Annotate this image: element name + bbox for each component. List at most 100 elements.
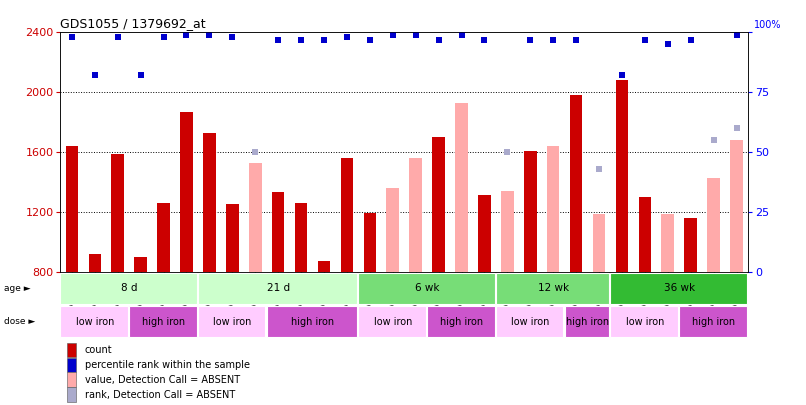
Bar bbox=[68, 387, 77, 402]
Bar bbox=[679, 306, 746, 337]
Point bbox=[295, 36, 308, 43]
Point bbox=[272, 36, 285, 43]
Point bbox=[157, 34, 170, 40]
Point bbox=[501, 149, 513, 155]
Bar bbox=[524, 151, 537, 272]
Text: 8 d: 8 d bbox=[121, 284, 138, 293]
Bar bbox=[60, 306, 128, 337]
Bar bbox=[432, 137, 445, 272]
Text: low iron: low iron bbox=[76, 317, 114, 326]
Point bbox=[524, 36, 537, 43]
Point bbox=[249, 149, 262, 155]
Text: high iron: high iron bbox=[440, 317, 483, 326]
Point bbox=[89, 72, 102, 79]
Point bbox=[364, 36, 376, 43]
Bar bbox=[157, 203, 170, 272]
Text: rank, Detection Call = ABSENT: rank, Detection Call = ABSENT bbox=[85, 390, 235, 400]
Bar bbox=[198, 306, 265, 337]
Bar bbox=[364, 213, 376, 272]
Point bbox=[570, 36, 583, 43]
Bar bbox=[455, 103, 467, 272]
Bar bbox=[89, 254, 101, 272]
Point bbox=[616, 72, 629, 79]
Bar bbox=[65, 146, 78, 272]
Bar bbox=[60, 273, 197, 304]
Bar bbox=[730, 140, 743, 272]
Text: high iron: high iron bbox=[142, 317, 185, 326]
Bar bbox=[546, 146, 559, 272]
Point bbox=[65, 34, 78, 40]
Point bbox=[226, 34, 239, 40]
Text: count: count bbox=[85, 345, 112, 355]
Point bbox=[684, 36, 697, 43]
Text: high iron: high iron bbox=[566, 317, 609, 326]
Point bbox=[203, 32, 216, 38]
Point bbox=[386, 32, 399, 38]
Bar bbox=[68, 358, 77, 372]
Text: dose ►: dose ► bbox=[4, 317, 35, 326]
Bar bbox=[226, 205, 239, 272]
Point bbox=[730, 32, 743, 38]
Point bbox=[707, 137, 720, 143]
Text: 100%: 100% bbox=[754, 19, 781, 30]
Bar bbox=[341, 158, 353, 272]
Point bbox=[730, 125, 743, 131]
Text: 21 d: 21 d bbox=[267, 284, 289, 293]
Bar bbox=[592, 214, 605, 272]
Text: high iron: high iron bbox=[291, 317, 334, 326]
Text: high iron: high iron bbox=[692, 317, 735, 326]
Bar bbox=[68, 373, 77, 387]
Point bbox=[180, 32, 193, 38]
Bar bbox=[318, 261, 330, 272]
Text: 12 wk: 12 wk bbox=[538, 284, 569, 293]
Point bbox=[432, 36, 445, 43]
Bar bbox=[610, 273, 746, 304]
Bar bbox=[610, 306, 678, 337]
Bar bbox=[267, 306, 357, 337]
Text: low iron: low iron bbox=[511, 317, 550, 326]
Point bbox=[340, 34, 353, 40]
Bar bbox=[708, 177, 720, 272]
Bar bbox=[181, 112, 193, 272]
Point bbox=[638, 36, 651, 43]
Point bbox=[592, 166, 605, 172]
Point bbox=[111, 34, 124, 40]
Bar bbox=[501, 191, 513, 272]
Bar bbox=[68, 343, 77, 358]
Bar bbox=[565, 306, 609, 337]
Bar bbox=[198, 273, 357, 304]
Bar bbox=[135, 257, 147, 272]
Point bbox=[546, 36, 559, 43]
Bar bbox=[386, 188, 399, 272]
Text: GDS1055 / 1379692_at: GDS1055 / 1379692_at bbox=[60, 17, 206, 30]
Bar bbox=[272, 192, 285, 272]
Text: age ►: age ► bbox=[4, 284, 31, 293]
Point bbox=[318, 36, 330, 43]
Bar bbox=[684, 218, 697, 272]
Point bbox=[661, 41, 674, 48]
Bar bbox=[638, 197, 651, 272]
Bar bbox=[409, 158, 422, 272]
Point bbox=[409, 32, 422, 38]
Text: value, Detection Call = ABSENT: value, Detection Call = ABSENT bbox=[85, 375, 239, 385]
Bar bbox=[129, 306, 197, 337]
Bar bbox=[111, 153, 124, 272]
Bar bbox=[478, 196, 491, 272]
Text: 6 wk: 6 wk bbox=[415, 284, 439, 293]
Text: low iron: low iron bbox=[625, 317, 664, 326]
Bar bbox=[662, 214, 674, 272]
Bar bbox=[203, 132, 216, 272]
Text: low iron: low iron bbox=[373, 317, 412, 326]
Point bbox=[478, 36, 491, 43]
Text: 36 wk: 36 wk bbox=[663, 284, 695, 293]
Bar bbox=[359, 306, 426, 337]
Bar bbox=[496, 306, 563, 337]
Point bbox=[135, 72, 147, 79]
Bar bbox=[496, 273, 609, 304]
Text: low iron: low iron bbox=[213, 317, 251, 326]
Bar bbox=[427, 306, 495, 337]
Bar bbox=[570, 95, 583, 272]
Text: percentile rank within the sample: percentile rank within the sample bbox=[85, 360, 250, 370]
Point bbox=[455, 32, 468, 38]
Bar bbox=[249, 162, 262, 272]
